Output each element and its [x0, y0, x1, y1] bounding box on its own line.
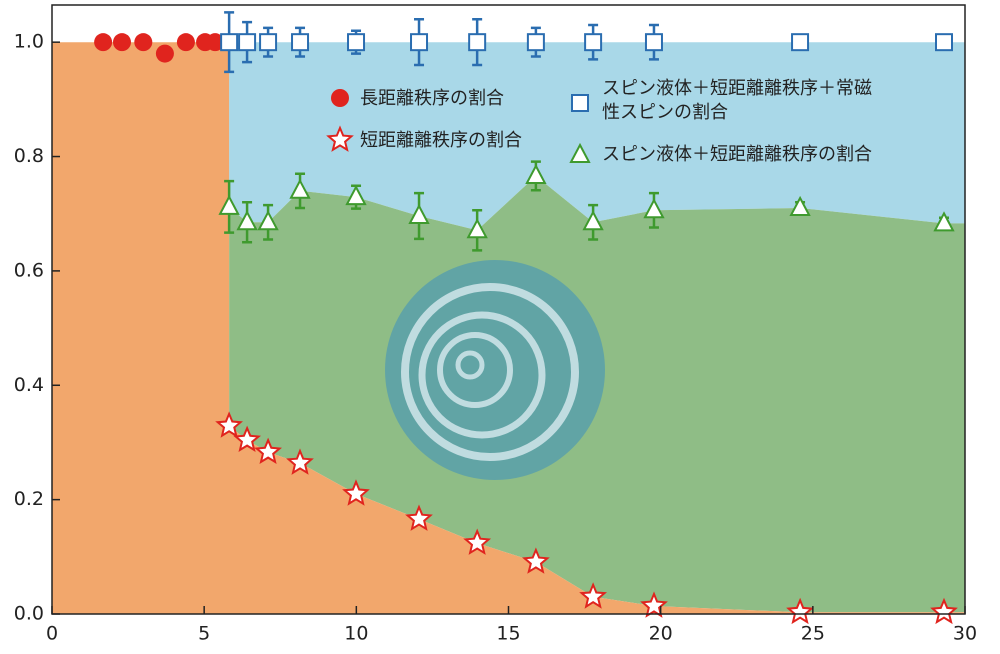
point [291, 33, 310, 52]
point [935, 33, 954, 52]
point [220, 33, 239, 52]
legend-label: 短距離離秩序の割合 [360, 130, 522, 151]
y-tick-label: 0.8 [14, 145, 44, 167]
y-tick-label: 0.2 [14, 488, 44, 510]
y-tick-label: 0.0 [14, 603, 44, 625]
point [94, 33, 113, 52]
point [468, 33, 487, 52]
plot-frame [51, 4, 966, 615]
point [112, 33, 131, 52]
point [466, 218, 488, 239]
point [176, 33, 195, 52]
vortex-illustration [385, 260, 605, 480]
point [218, 194, 240, 215]
point [134, 33, 153, 52]
legend-label: 長距離秩序の割合 [360, 88, 504, 109]
point [233, 425, 261, 453]
point [582, 210, 604, 231]
point [347, 33, 366, 52]
point [640, 591, 668, 618]
point [405, 504, 433, 531]
x-tick-label: 25 [801, 623, 825, 645]
point [286, 448, 314, 475]
point [463, 528, 492, 555]
legend-label: スピン液体＋短距離離秩序＋常磁性スピンの割合 [602, 78, 872, 123]
legend-marker [326, 125, 354, 152]
y-tick-label: 1.0 [14, 31, 44, 53]
point [522, 547, 550, 574]
point [526, 33, 545, 52]
x-tick-label: 0 [46, 623, 58, 645]
x-tick-label: 15 [496, 623, 520, 645]
point [408, 203, 430, 224]
point [155, 44, 174, 63]
point [525, 163, 547, 184]
point [930, 597, 958, 625]
x-tick-label: 10 [344, 623, 368, 645]
x-tick-label: 20 [649, 623, 673, 645]
point [257, 210, 279, 231]
x-tick-label: 30 [953, 623, 977, 645]
legend-marker [571, 94, 589, 112]
ordered-region [52, 42, 965, 614]
point [789, 195, 811, 216]
point [289, 178, 311, 199]
legend-label: スピン液体＋短距離離秩序の割合 [602, 144, 872, 165]
y-tick-label: 0.6 [14, 259, 44, 281]
disordered-region [229, 42, 966, 231]
point [206, 33, 225, 52]
legend-marker [569, 142, 591, 163]
point [933, 211, 955, 232]
point [345, 184, 367, 206]
point [410, 33, 429, 52]
point [342, 479, 370, 506]
point [786, 597, 814, 625]
point [644, 33, 663, 52]
y-tick-label: 0.4 [14, 374, 44, 396]
point [643, 198, 665, 219]
legend-marker [331, 89, 349, 107]
point [259, 33, 278, 52]
point [791, 33, 810, 52]
point [579, 582, 607, 609]
point [254, 437, 282, 465]
point [236, 210, 258, 231]
point [238, 33, 257, 52]
point [584, 33, 603, 52]
point [215, 411, 243, 438]
x-tick-label: 5 [198, 623, 210, 645]
